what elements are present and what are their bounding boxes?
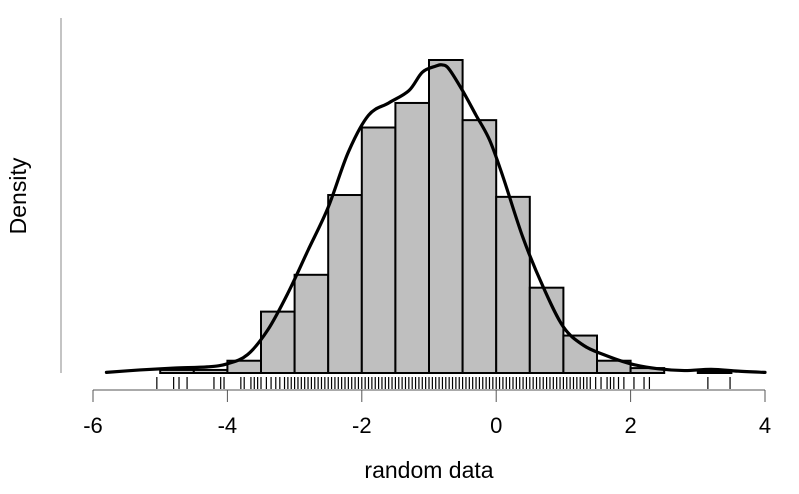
x-axis-title: random data <box>364 457 493 483</box>
rug-marks <box>156 377 731 389</box>
histogram-bar-3 <box>260 310 296 374</box>
histogram-bar-11 <box>528 286 565 375</box>
histogram-bar-7 <box>394 101 430 374</box>
histogram-bar-10 <box>495 195 531 374</box>
histogram-bar-6 <box>360 126 397 374</box>
x-tick-label-0: -6 <box>83 413 103 438</box>
x-tick-label-2: -2 <box>352 413 372 438</box>
histogram-bars <box>159 59 733 375</box>
histogram-bar-5 <box>327 194 363 374</box>
x-tick-label-1: -4 <box>218 413 238 438</box>
x-tick-label-4: 2 <box>624 413 636 438</box>
histogram-bar-0 <box>159 368 195 374</box>
histogram-bar-9 <box>461 119 498 374</box>
histogram-bar-4 <box>293 273 330 374</box>
histogram-bar-1 <box>192 368 229 374</box>
histogram-bar-13 <box>596 359 632 375</box>
x-axis-ticks: -6 -4 -2 0 2 4 <box>83 390 771 438</box>
x-axis: -6 -4 -2 0 2 4 <box>83 389 771 438</box>
density-curve <box>104 63 767 374</box>
x-tick-label-3: 0 <box>490 413 502 438</box>
y-axis-title: Density <box>5 157 31 234</box>
x-tick-label-5: 4 <box>759 413 771 438</box>
histogram-bar-8 <box>428 59 464 374</box>
